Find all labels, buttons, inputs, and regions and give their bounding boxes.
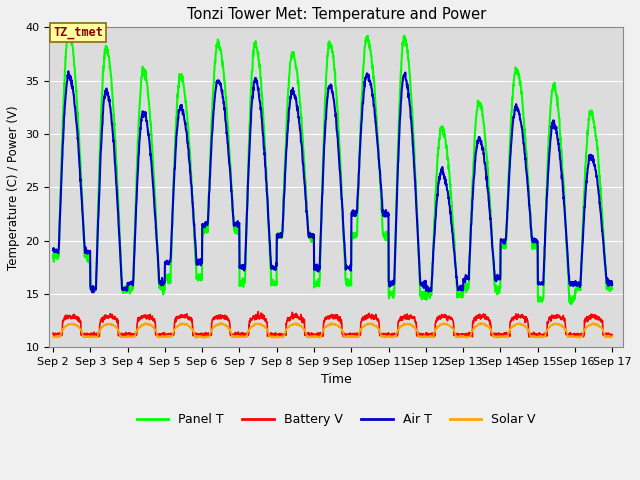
X-axis label: Time: Time <box>321 372 352 385</box>
Text: TZ_tmet: TZ_tmet <box>53 26 103 39</box>
Y-axis label: Temperature (C) / Power (V): Temperature (C) / Power (V) <box>7 105 20 270</box>
Title: Tonzi Tower Met: Temperature and Power: Tonzi Tower Met: Temperature and Power <box>187 7 486 22</box>
Legend: Panel T, Battery V, Air T, Solar V: Panel T, Battery V, Air T, Solar V <box>132 408 541 431</box>
